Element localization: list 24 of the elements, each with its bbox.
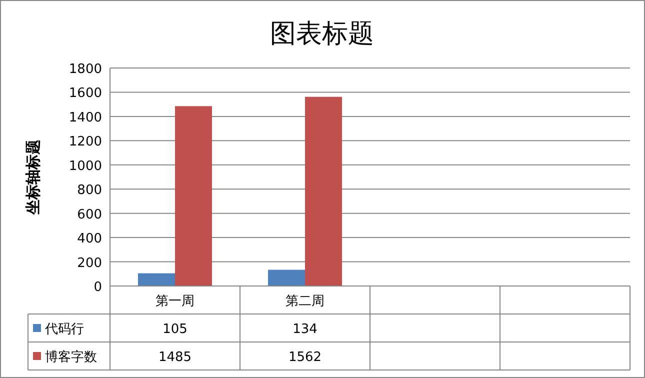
legend-label: 博客字数 (45, 349, 97, 365)
y-tick-label: 0 (94, 280, 102, 295)
title: 图表标题 (270, 19, 374, 49)
y-tick-label: 400 (77, 232, 102, 247)
x-tick-label: 第二周 (286, 294, 324, 309)
bar (305, 96, 342, 286)
y-axis-title: 坐标轴标题 (24, 140, 42, 216)
bar (268, 270, 305, 286)
data-label: 134 (292, 322, 318, 337)
y-tick-label: 800 (77, 183, 102, 198)
bar (138, 273, 175, 286)
x-tick-label: 第一周 (156, 294, 194, 309)
data-label: 105 (162, 322, 188, 337)
y-tick-label: 1200 (68, 134, 102, 150)
y-tick-label: 1800 (68, 62, 102, 77)
data-label: 1485 (158, 350, 192, 365)
y-tick-label: 200 (77, 256, 102, 271)
y-tick-label: 600 (77, 207, 102, 222)
y-tick-label: 1600 (68, 86, 102, 102)
legend-label: 代码行 (44, 322, 84, 337)
bar (175, 106, 212, 286)
data-label: 1562 (288, 350, 322, 365)
y-tick-label: 1000 (68, 158, 102, 174)
y-tick-label: 1400 (68, 110, 102, 126)
